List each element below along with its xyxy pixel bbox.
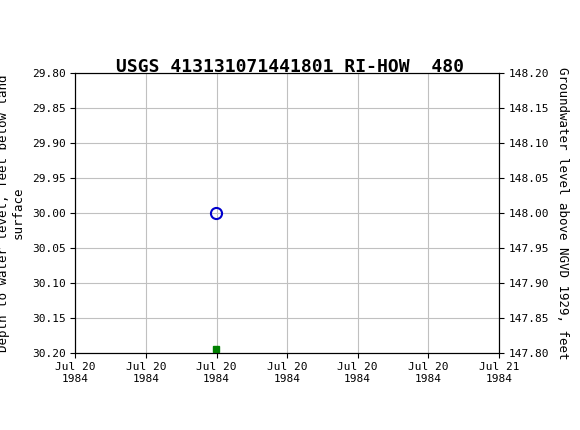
Text: ▒USGS: ▒USGS xyxy=(12,15,70,37)
Y-axis label: Depth to water level, feet below land
surface: Depth to water level, feet below land su… xyxy=(0,74,25,352)
Text: USGS 413131071441801 RI-HOW  480: USGS 413131071441801 RI-HOW 480 xyxy=(116,58,464,76)
Y-axis label: Groundwater level above NGVD 1929, feet: Groundwater level above NGVD 1929, feet xyxy=(556,67,569,359)
